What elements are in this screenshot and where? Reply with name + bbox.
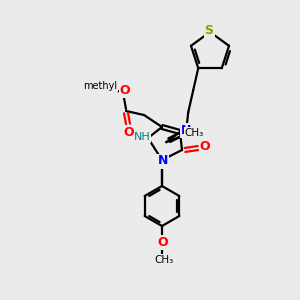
Text: methyl: methyl (83, 81, 117, 91)
Text: O: O (200, 140, 210, 154)
Text: O: O (124, 125, 134, 139)
Text: O: O (120, 83, 130, 97)
Text: N: N (181, 124, 191, 137)
Text: NH: NH (134, 132, 150, 142)
Text: N: N (158, 154, 168, 167)
Text: CH₃: CH₃ (154, 255, 174, 265)
Text: CH₃: CH₃ (184, 128, 204, 138)
Text: S: S (205, 25, 214, 38)
Text: O: O (158, 236, 168, 248)
